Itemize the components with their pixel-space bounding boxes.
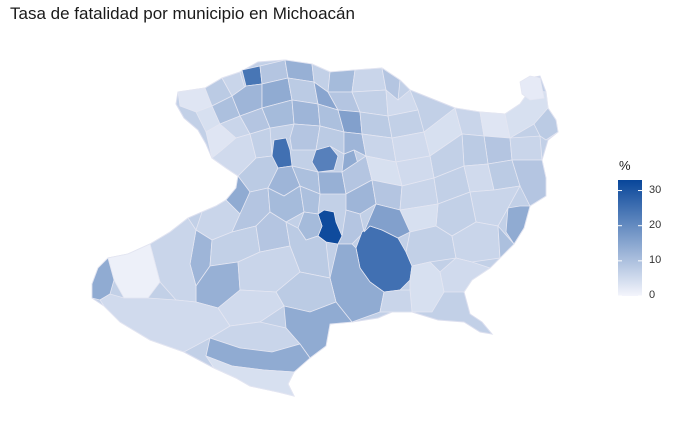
municipality-polygon (379, 289, 413, 313)
municipality-polygon (289, 123, 321, 151)
municipality-polygon (519, 75, 545, 101)
municipality-polygon (385, 89, 419, 117)
legend-tick-label: 0 (649, 289, 656, 301)
municipality-polygon (351, 67, 387, 93)
legend-tick-label: 20 (649, 218, 662, 231)
municipality-polygon (315, 125, 345, 155)
municipality-polygon (505, 205, 531, 245)
municipality-polygon (91, 257, 115, 301)
municipality-polygon (504, 89, 549, 139)
legend-tick-label: 10 (649, 253, 662, 266)
municipality-polygon (461, 133, 489, 167)
municipality-polygon (107, 243, 161, 299)
municipality-polygon (483, 135, 513, 165)
legend-color-bar (618, 180, 642, 296)
municipality-polygons (91, 59, 559, 397)
municipality-polygon (363, 203, 411, 239)
municipality-polygon (327, 69, 356, 93)
municipality-polygon (343, 131, 367, 157)
municipality-polygon (149, 217, 197, 303)
municipality-polygon (241, 65, 263, 87)
legend-tick-label: 30 (649, 183, 662, 196)
municipality-polygon (497, 224, 515, 259)
chart-title: Tasa de fatalidad por municipio en Micho… (10, 4, 355, 23)
municipality-polygon (317, 171, 347, 195)
municipality-polygon (204, 355, 295, 397)
legend-title: % (619, 158, 631, 173)
municipality-polygon (405, 225, 457, 267)
municipality-polygon (509, 135, 543, 161)
municipality-polygon (409, 261, 445, 313)
municipality-polygon (99, 293, 231, 353)
municipality-polygon (291, 99, 321, 127)
municipality-polygon (345, 179, 377, 215)
